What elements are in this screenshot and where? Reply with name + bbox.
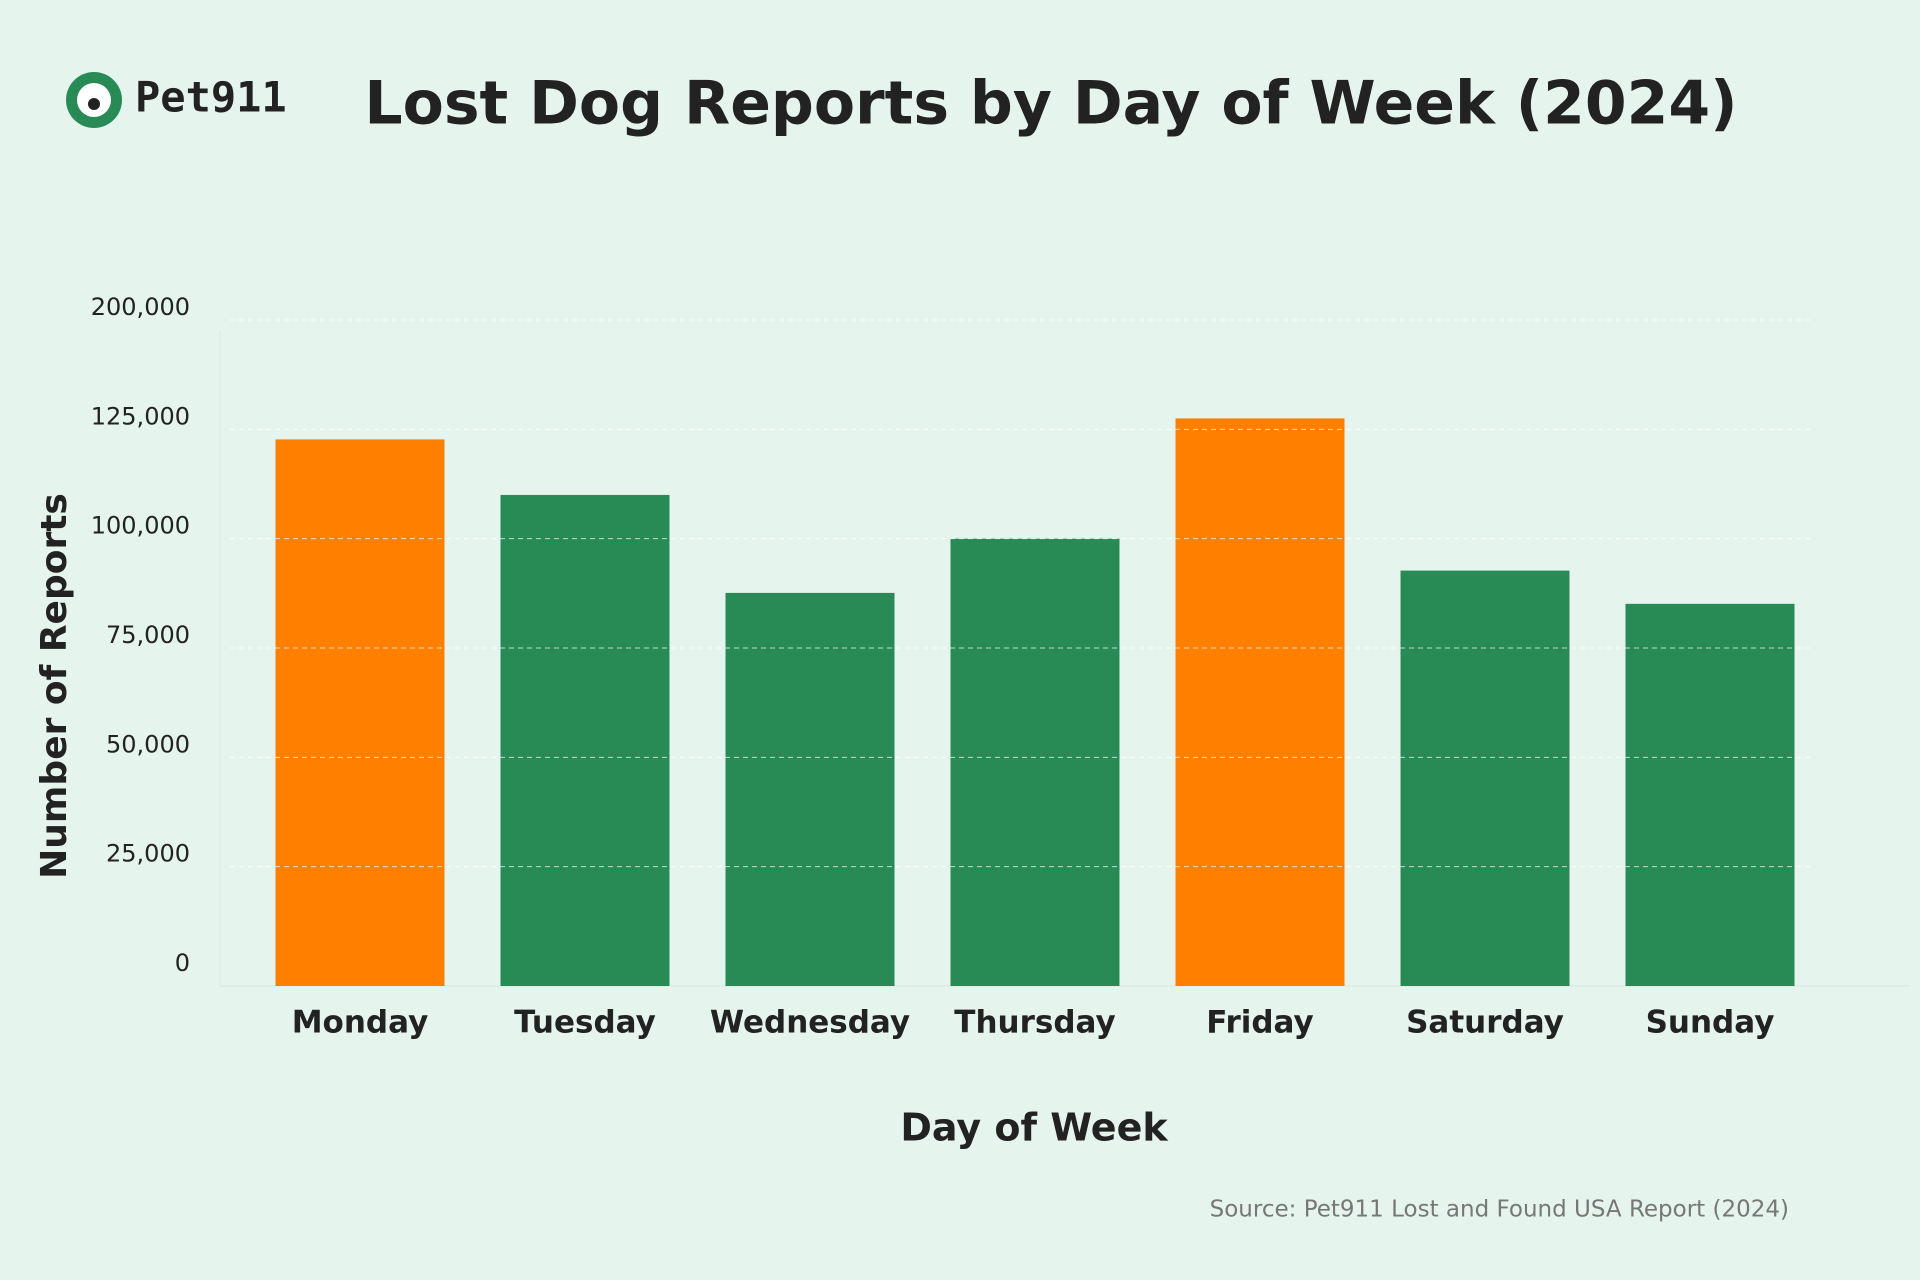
bar (500, 494, 670, 986)
x-tick-label: Wednesday (710, 1005, 910, 1041)
bar (1175, 418, 1345, 986)
y-tick-label: 200,000 (91, 293, 190, 321)
y-tick-label: 50,000 (106, 730, 190, 758)
bar (725, 592, 895, 986)
bar (1625, 603, 1795, 986)
x-axis-title: Day of Week (900, 1106, 1168, 1150)
x-tick-label: Sunday (1646, 1005, 1775, 1041)
y-tick-label: 100,000 (91, 512, 190, 540)
x-tick-label: Monday (292, 1005, 429, 1041)
x-tick-label: Friday (1206, 1005, 1313, 1041)
bar (1400, 570, 1570, 986)
source-note: Source: Pet911 Lost and Found USA Report… (1210, 1197, 1789, 1223)
logo-paw (88, 98, 100, 110)
logo: Pet911 (66, 72, 287, 128)
y-axis-title: Number of Reports (34, 493, 75, 879)
y-tick-label: 125,000 (91, 402, 190, 430)
logo-text: Pet911 (135, 73, 287, 122)
bar (950, 538, 1120, 986)
x-tick-label: Saturday (1406, 1005, 1564, 1041)
bar (275, 439, 445, 987)
y-tick-label: 25,000 (106, 840, 190, 868)
y-tick-label: 0 (175, 949, 190, 977)
x-tick-label: Tuesday (514, 1005, 656, 1041)
chart-title: Lost Dog Reports by Day of Week (2024) (364, 69, 1737, 139)
y-tick-label: 75,000 (106, 621, 190, 649)
x-tick-label: Thursday (954, 1005, 1115, 1041)
